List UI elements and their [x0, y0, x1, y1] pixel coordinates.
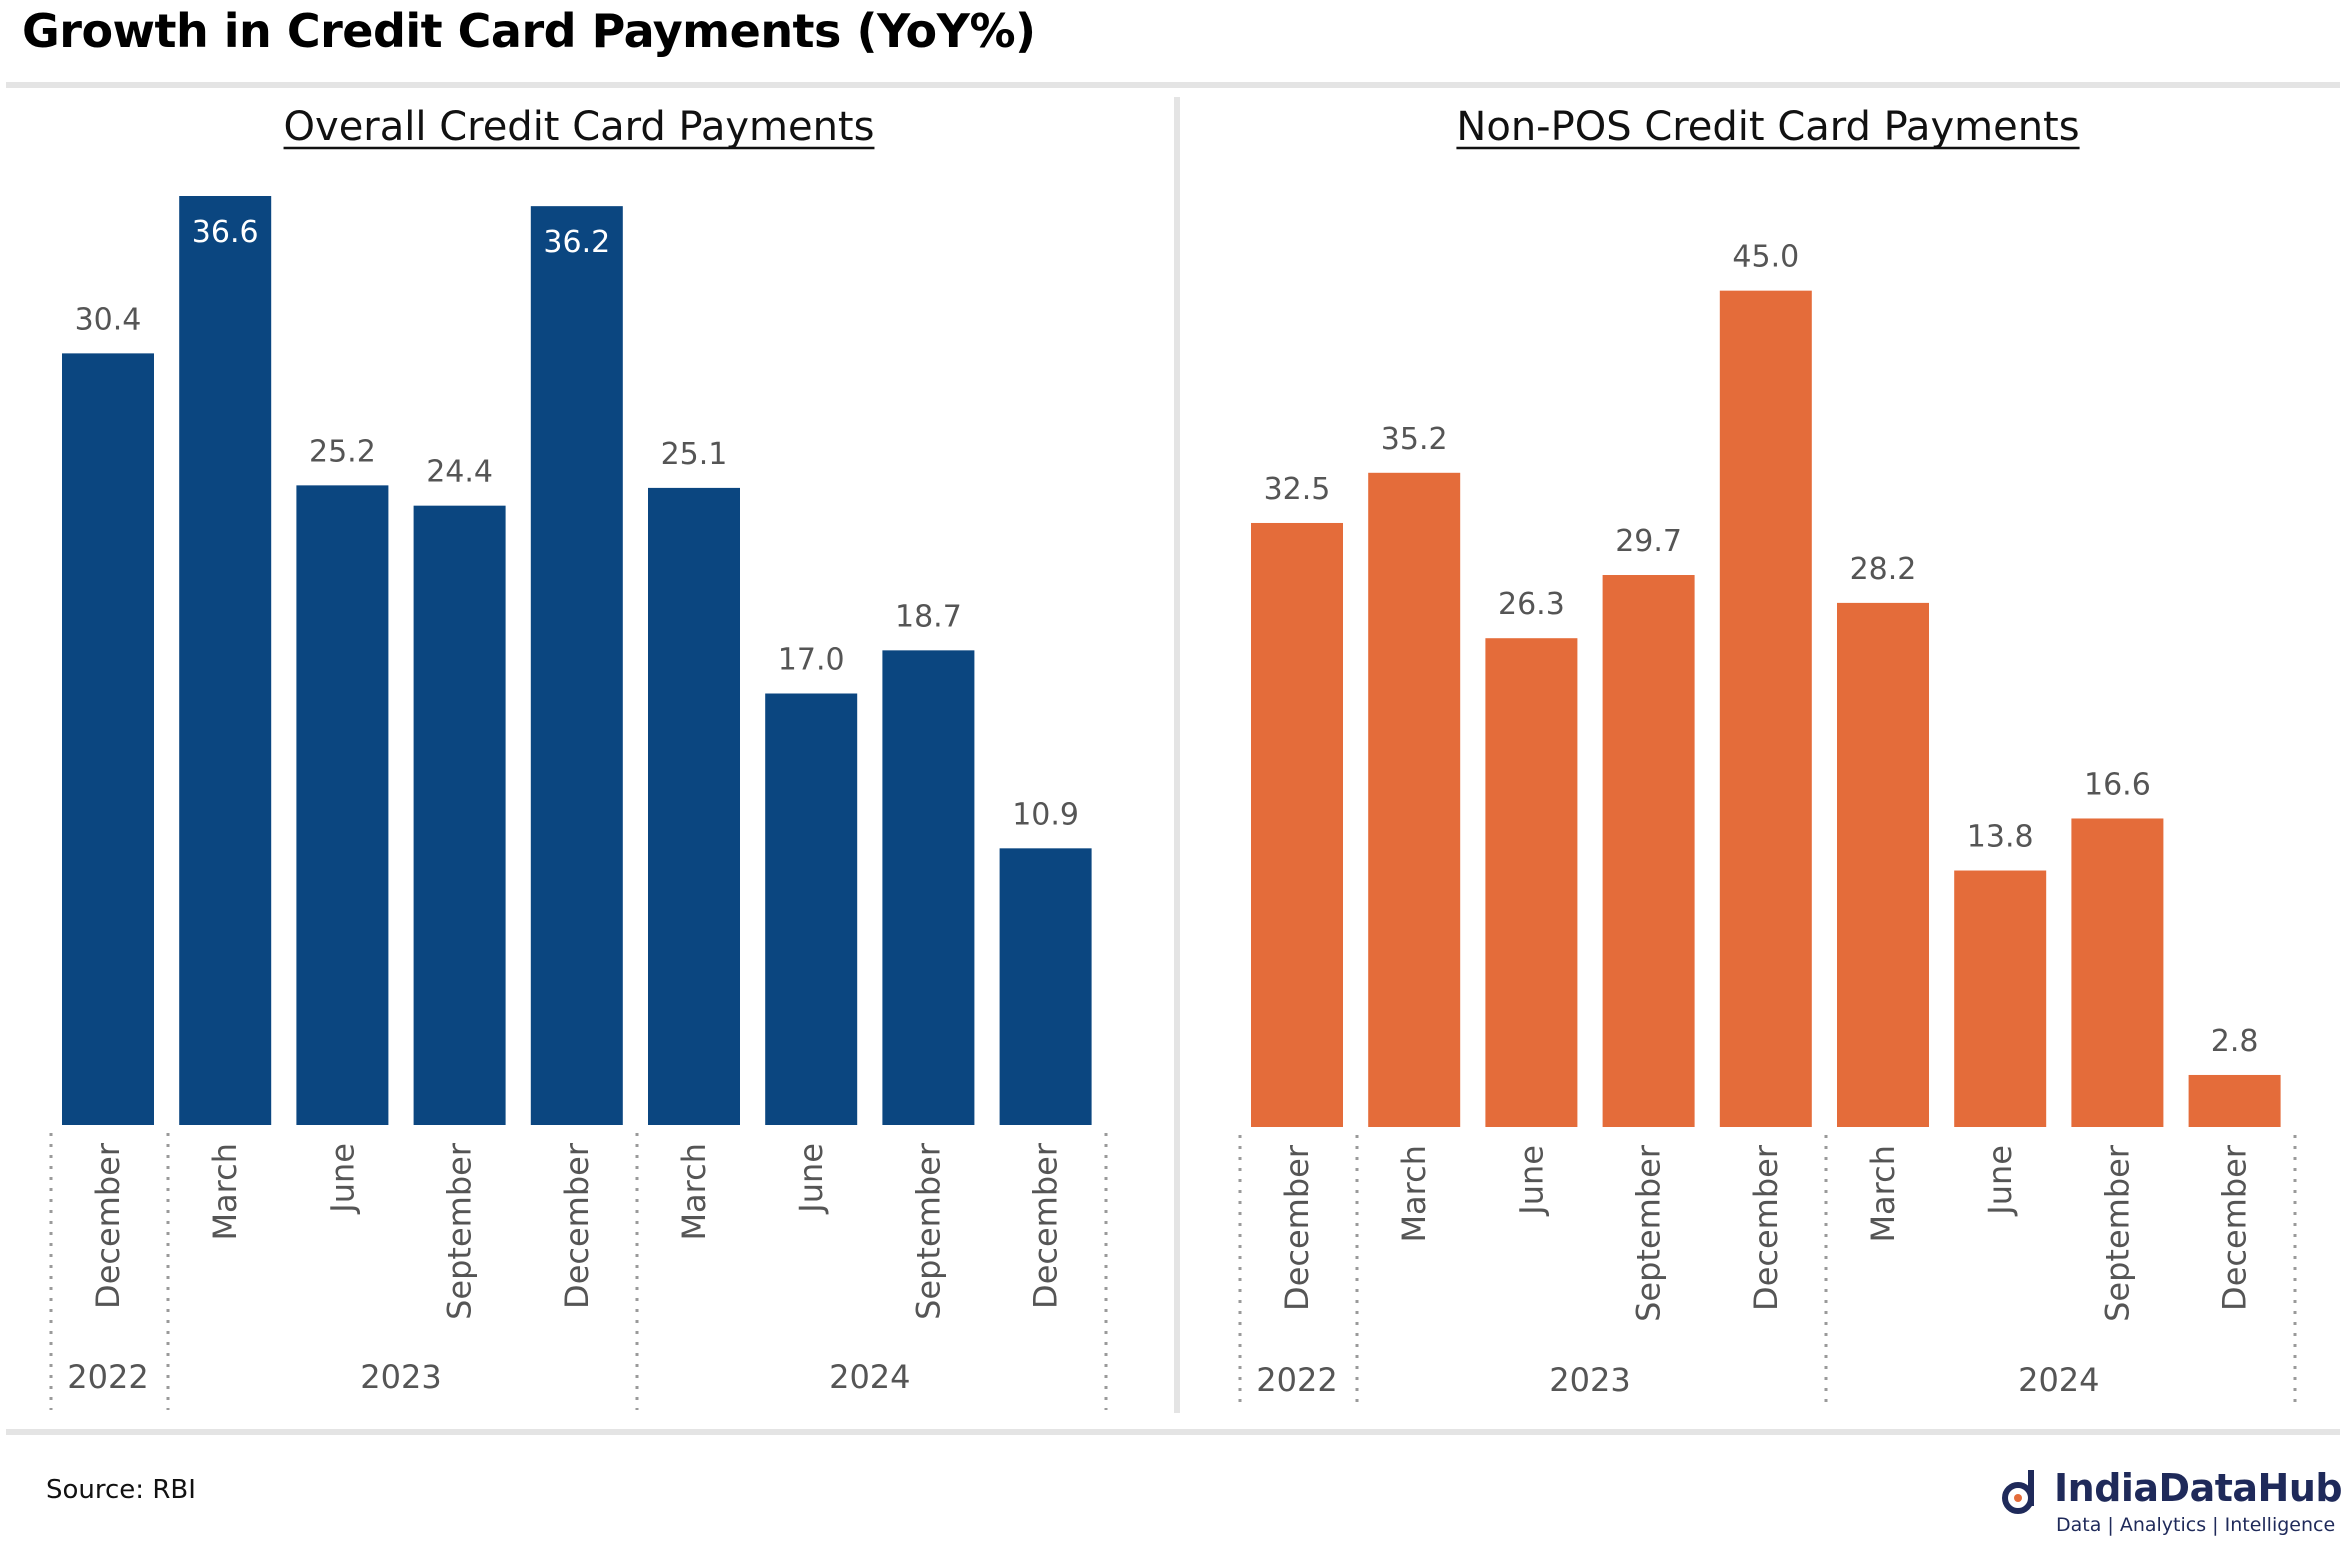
indiadatahub-logo: IndiaDataHub Data | Analytics | Intellig…	[1998, 1462, 2341, 1546]
data-label: 36.2	[543, 225, 610, 260]
data-label: 29.7	[1615, 524, 1682, 559]
data-label: 17.0	[778, 642, 845, 677]
data-label: 30.4	[75, 302, 142, 337]
year-tick-label: 2022	[1256, 1361, 1337, 1399]
year-tick-label: 2023	[360, 1358, 441, 1396]
category-tick-label: September	[2098, 1144, 2136, 1322]
category-tick-label: September	[441, 1142, 479, 1320]
top-divider	[6, 82, 2340, 88]
bar	[2071, 818, 2164, 1127]
category-tick-label: December	[1278, 1144, 1316, 1311]
year-tick-label: 2023	[1549, 1361, 1630, 1399]
bar	[999, 848, 1092, 1125]
bar	[62, 353, 154, 1125]
category-tick-label: December	[1747, 1144, 1785, 1311]
logo-name: IndiaDataHub	[2054, 1466, 2341, 1510]
bar	[882, 650, 975, 1125]
category-tick-label: June	[792, 1143, 830, 1215]
category-tick-label: December	[89, 1142, 127, 1309]
year-tick-label: 2024	[829, 1358, 910, 1396]
bar	[1837, 602, 1929, 1127]
charts-canvas: Overall Credit Card Payments 30.4 December…	[49, 104, 2297, 1410]
source-note: Source: RBI	[46, 1475, 196, 1505]
bar	[1719, 290, 1812, 1127]
bar	[648, 487, 740, 1125]
category-tick-label: June	[1512, 1145, 1550, 1217]
category-tick-label: March	[206, 1143, 244, 1241]
chart-overall-credit-card-payments: Overall Credit Card Payments 30.4 December…	[49, 104, 1108, 1410]
category-tick-label: September	[1630, 1144, 1668, 1322]
data-label: 18.7	[895, 599, 962, 634]
category-tick-label: March	[1395, 1145, 1433, 1243]
page-title: Growth in Credit Card Payments (YoY%)	[22, 4, 1036, 58]
bar	[1251, 522, 1343, 1127]
panel-divider	[1174, 97, 1180, 1413]
indiadatahub-logo-icon	[2002, 1470, 2034, 1514]
data-label: 10.9	[1012, 797, 1079, 832]
chart-non-pos-credit-card-payments: Non-POS Credit Card Payments 32.5 December…	[1238, 104, 2297, 1410]
chart-title: Non-POS Credit Card Payments	[1456, 104, 2079, 150]
data-label: 13.8	[1967, 820, 2034, 855]
category-tick-label: March	[1864, 1145, 1902, 1243]
bar	[413, 505, 506, 1126]
category-tick-label: December	[1027, 1142, 1065, 1309]
year-tick-label: 2022	[67, 1358, 148, 1396]
bar	[1485, 638, 1578, 1127]
bar	[1368, 472, 1461, 1127]
bar	[1602, 575, 1695, 1127]
bar	[179, 196, 272, 1125]
logo-tagline: Data | Analytics | Intelligence	[2056, 1514, 2336, 1536]
category-tick-label: December	[2216, 1144, 2254, 1311]
bar	[530, 206, 623, 1125]
data-label: 45.0	[1732, 240, 1799, 275]
category-tick-label: September	[909, 1142, 947, 1320]
bar	[1954, 870, 2047, 1127]
data-label: 35.2	[1381, 422, 1448, 457]
bar	[296, 485, 389, 1125]
data-label: 26.3	[1498, 587, 1565, 622]
data-label: 25.1	[661, 437, 728, 472]
data-label: 24.4	[426, 455, 493, 490]
data-label: 32.5	[1264, 472, 1331, 507]
bar	[765, 693, 858, 1125]
data-label: 16.6	[2084, 767, 2151, 802]
year-tick-label: 2024	[2018, 1361, 2099, 1399]
bottom-divider	[6, 1429, 2340, 1435]
bar	[2188, 1074, 2281, 1127]
chart-title: Overall Credit Card Payments	[284, 104, 875, 150]
data-label: 36.6	[192, 215, 259, 250]
category-tick-label: December	[558, 1142, 596, 1309]
category-tick-label: June	[1981, 1145, 2019, 1217]
category-tick-label: June	[323, 1143, 361, 1215]
data-label: 2.8	[2211, 1024, 2259, 1059]
data-label: 25.2	[309, 434, 376, 469]
category-tick-label: March	[675, 1143, 713, 1241]
data-label: 28.2	[1850, 552, 1917, 587]
